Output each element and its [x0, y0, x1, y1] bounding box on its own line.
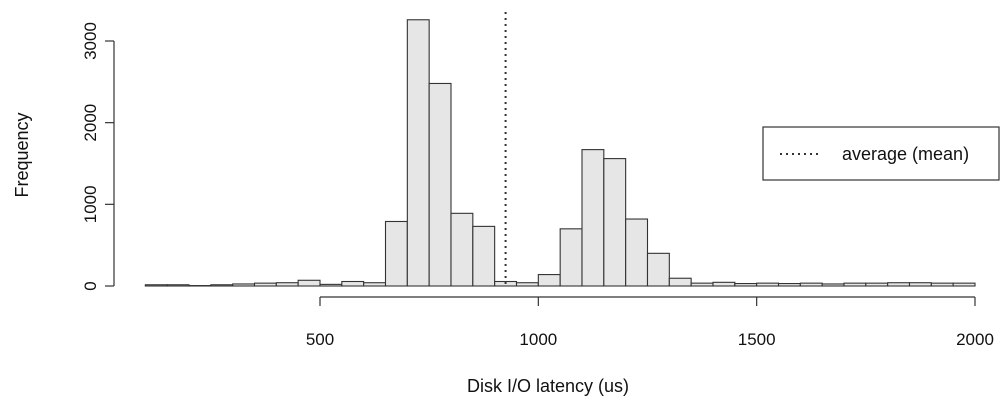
histogram-bar	[210, 284, 234, 287]
histogram-bar	[406, 19, 430, 287]
histogram-bar	[777, 282, 801, 287]
y-tick-label: 1000	[81, 185, 100, 223]
histogram-bar	[472, 225, 496, 287]
histogram-bar	[450, 212, 474, 287]
histogram-bar	[581, 149, 605, 287]
x-axis-title: Disk I/O latency (us)	[467, 376, 629, 396]
histogram-bar	[232, 283, 256, 287]
y-axis: 0 1000 2000 3000	[81, 22, 115, 291]
legend: average (mean)	[762, 126, 1000, 181]
histogram-bar	[297, 279, 321, 287]
y-tick-label: 0	[81, 281, 100, 290]
y-axis-title: Frequency	[12, 112, 32, 197]
histogram-bars	[144, 19, 976, 287]
histogram-bar	[821, 283, 845, 287]
histogram-bar	[930, 282, 954, 287]
x-tick-label: 1500	[738, 330, 776, 349]
histogram-bar	[341, 280, 365, 287]
histogram-bar	[865, 282, 889, 287]
histogram-bar	[646, 252, 670, 287]
y-tick-label: 2000	[81, 104, 100, 142]
histogram-bar	[603, 158, 627, 287]
histogram-bar	[319, 283, 343, 287]
histogram-bar	[712, 281, 736, 287]
histogram-bar	[908, 282, 932, 287]
x-axis: 500 1000 1500 2000	[306, 296, 994, 349]
y-tick-label: 3000	[81, 22, 100, 60]
histogram-bar	[253, 282, 277, 287]
histogram-bar	[537, 274, 561, 287]
histogram-bar	[668, 277, 692, 287]
histogram-bar	[384, 220, 408, 287]
histogram-bar	[363, 282, 387, 287]
histogram-bar	[559, 228, 583, 287]
histogram-bar	[428, 82, 452, 287]
x-tick-label: 2000	[956, 330, 994, 349]
histogram-bar	[734, 282, 758, 287]
histogram-bar	[690, 282, 714, 287]
histogram-bar	[515, 282, 539, 287]
histogram-bar	[144, 284, 168, 287]
histogram-bar	[275, 282, 299, 287]
x-tick-label: 1000	[519, 330, 557, 349]
histogram-bar	[799, 282, 823, 287]
histogram-bar	[756, 282, 780, 287]
histogram-bar	[625, 218, 649, 287]
histogram-bar	[166, 284, 190, 287]
legend-label: average (mean)	[842, 144, 969, 164]
histogram-bar	[887, 282, 911, 287]
histogram-bar	[843, 282, 867, 287]
x-tick-label: 500	[306, 330, 334, 349]
histogram-bar	[952, 282, 976, 287]
legend-box	[762, 126, 1000, 181]
